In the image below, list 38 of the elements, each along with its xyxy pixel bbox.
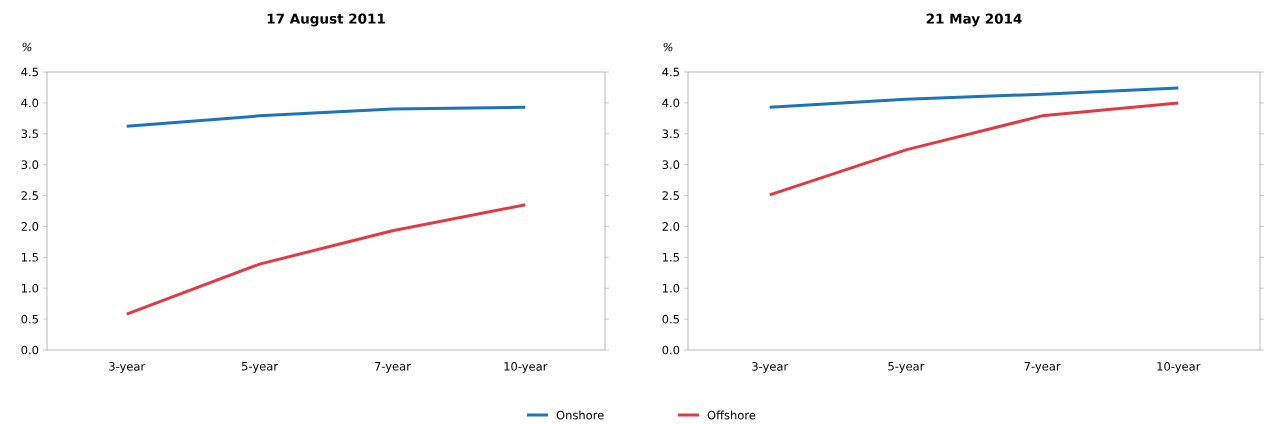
- x-tick-label: 5-year: [888, 362, 925, 373]
- y-tick-label: 1.5: [21, 253, 38, 262]
- y-tick-label: 2.5: [662, 191, 679, 200]
- y-tick-label: 0.5: [21, 314, 38, 324]
- y-axis-title: %: [663, 42, 673, 52]
- x-tick-label: 10-year: [1157, 362, 1201, 373]
- chart-title: 17 August 2011: [267, 13, 385, 27]
- chart-title: 21 May 2014: [926, 13, 1022, 27]
- y-tick-label: 0.0: [21, 345, 39, 355]
- y-tick-label: 1.0: [21, 283, 39, 293]
- x-tick-label: 7-year: [374, 362, 411, 373]
- y-tick-label: 3.0: [21, 160, 39, 170]
- y-tick-label: 4.5: [662, 67, 679, 77]
- line-series: [768, 86, 1180, 109]
- y-tick-label: 0.0: [662, 345, 680, 355]
- y-tick-label: 4.5: [21, 67, 38, 77]
- y-axis-title: %: [22, 42, 32, 52]
- y-tick-label: 2.0: [21, 222, 39, 231]
- y-tick-label: 3.5: [21, 129, 38, 139]
- legend-label: Offshore: [707, 410, 756, 420]
- y-tick-label: 3.5: [662, 129, 679, 139]
- legend-label: Onshore: [556, 410, 604, 420]
- y-tick-label: 2.0: [662, 222, 680, 231]
- y-tick-label: 3.0: [662, 160, 680, 170]
- x-tick-label: 3-year: [752, 362, 789, 373]
- y-tick-label: 0.5: [662, 314, 679, 324]
- y-tick-label: 4.0: [662, 98, 680, 108]
- x-tick-label: 3-year: [109, 362, 146, 373]
- x-tick-label: 10-year: [504, 362, 548, 373]
- y-tick-label: 1.0: [662, 283, 680, 293]
- y-tick-label: 2.5: [21, 191, 38, 200]
- line-series: [125, 105, 527, 128]
- line-series: [125, 203, 527, 316]
- y-tick-label: 4.0: [21, 98, 39, 108]
- x-tick-label: 7-year: [1024, 362, 1061, 373]
- x-tick-label: 5-year: [242, 362, 279, 373]
- y-tick-label: 1.5: [662, 253, 679, 262]
- line-series: [768, 101, 1180, 197]
